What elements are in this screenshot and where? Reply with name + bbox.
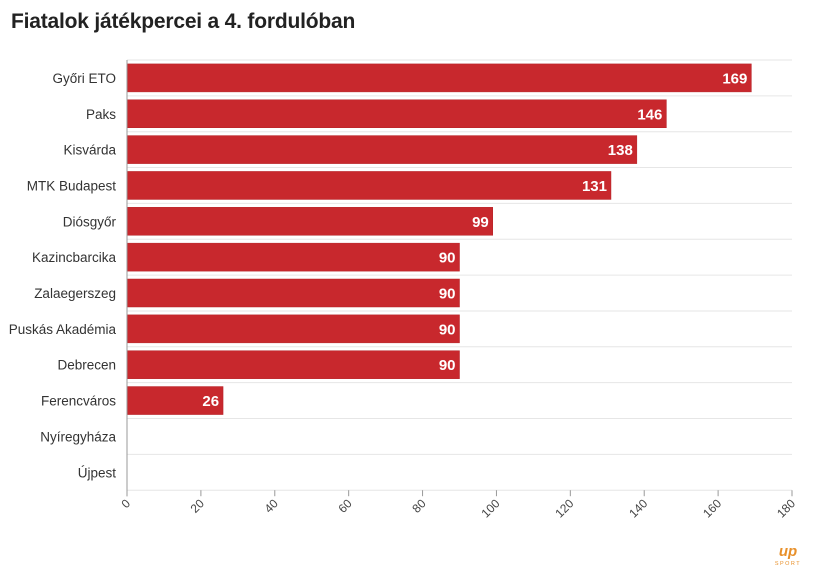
x-tick-label: 80: [409, 496, 429, 516]
data-label: 146: [637, 106, 662, 123]
bar: [126, 350, 460, 379]
data-label: 99: [472, 214, 489, 231]
category-label: Ferencváros: [41, 394, 116, 409]
x-tick-label: 160: [700, 496, 724, 520]
data-label: 131: [582, 178, 607, 195]
category-label: Paks: [86, 107, 116, 122]
category-label: Diósgyőr: [63, 214, 117, 229]
category-label: Nyíregyháza: [40, 429, 116, 444]
x-tick-label: 40: [262, 496, 282, 516]
category-label: MTK Budapest: [27, 178, 117, 193]
logo-text: up: [779, 543, 797, 560]
logo-subtext: SPORT: [775, 561, 801, 567]
category-label: Győri ETO: [52, 71, 116, 86]
data-label: 26: [202, 393, 219, 410]
data-label: 169: [722, 70, 747, 87]
data-label: 90: [439, 250, 456, 267]
category-label: Zalaegerszeg: [34, 286, 116, 301]
bar: [126, 278, 460, 308]
bar: [126, 171, 612, 200]
bar: [126, 63, 752, 93]
bar: [126, 135, 638, 164]
bars: 169 146 138 131 99 90 90 90 90 26: [126, 63, 752, 415]
x-tick-label: 60: [335, 496, 355, 516]
category-label: Puskás Akadémia: [9, 322, 117, 337]
category-labels: Győri ETO Paks Kisvárda MTK Budapest Diósgyő…: [9, 71, 117, 480]
x-tick-label: 100: [479, 496, 503, 520]
x-tick-label: 20: [188, 496, 208, 516]
category-label: Újpest: [78, 465, 117, 480]
data-label: 90: [439, 286, 456, 303]
category-label: Kisvárda: [63, 143, 116, 158]
x-tick-label: 140: [626, 496, 650, 520]
x-tick-label: 0: [118, 496, 133, 511]
data-label: 90: [439, 321, 456, 338]
x-tick-label: 180: [774, 496, 798, 520]
bar: [126, 242, 460, 272]
chart-title: Fiatalok játékpercei a 4. fordulóban: [11, 10, 356, 33]
up-sport-logo: up SPORT: [775, 543, 801, 567]
bar: [126, 386, 224, 415]
grid-lines: [127, 59, 792, 491]
data-label: 138: [608, 142, 633, 159]
data-label: 90: [439, 357, 456, 374]
bar: [126, 314, 460, 344]
category-label: Kazincbarcika: [32, 250, 117, 265]
category-label: Debrecen: [57, 358, 116, 373]
x-tick-label: 120: [552, 496, 576, 520]
bar: [126, 99, 667, 128]
bar: [126, 207, 493, 236]
